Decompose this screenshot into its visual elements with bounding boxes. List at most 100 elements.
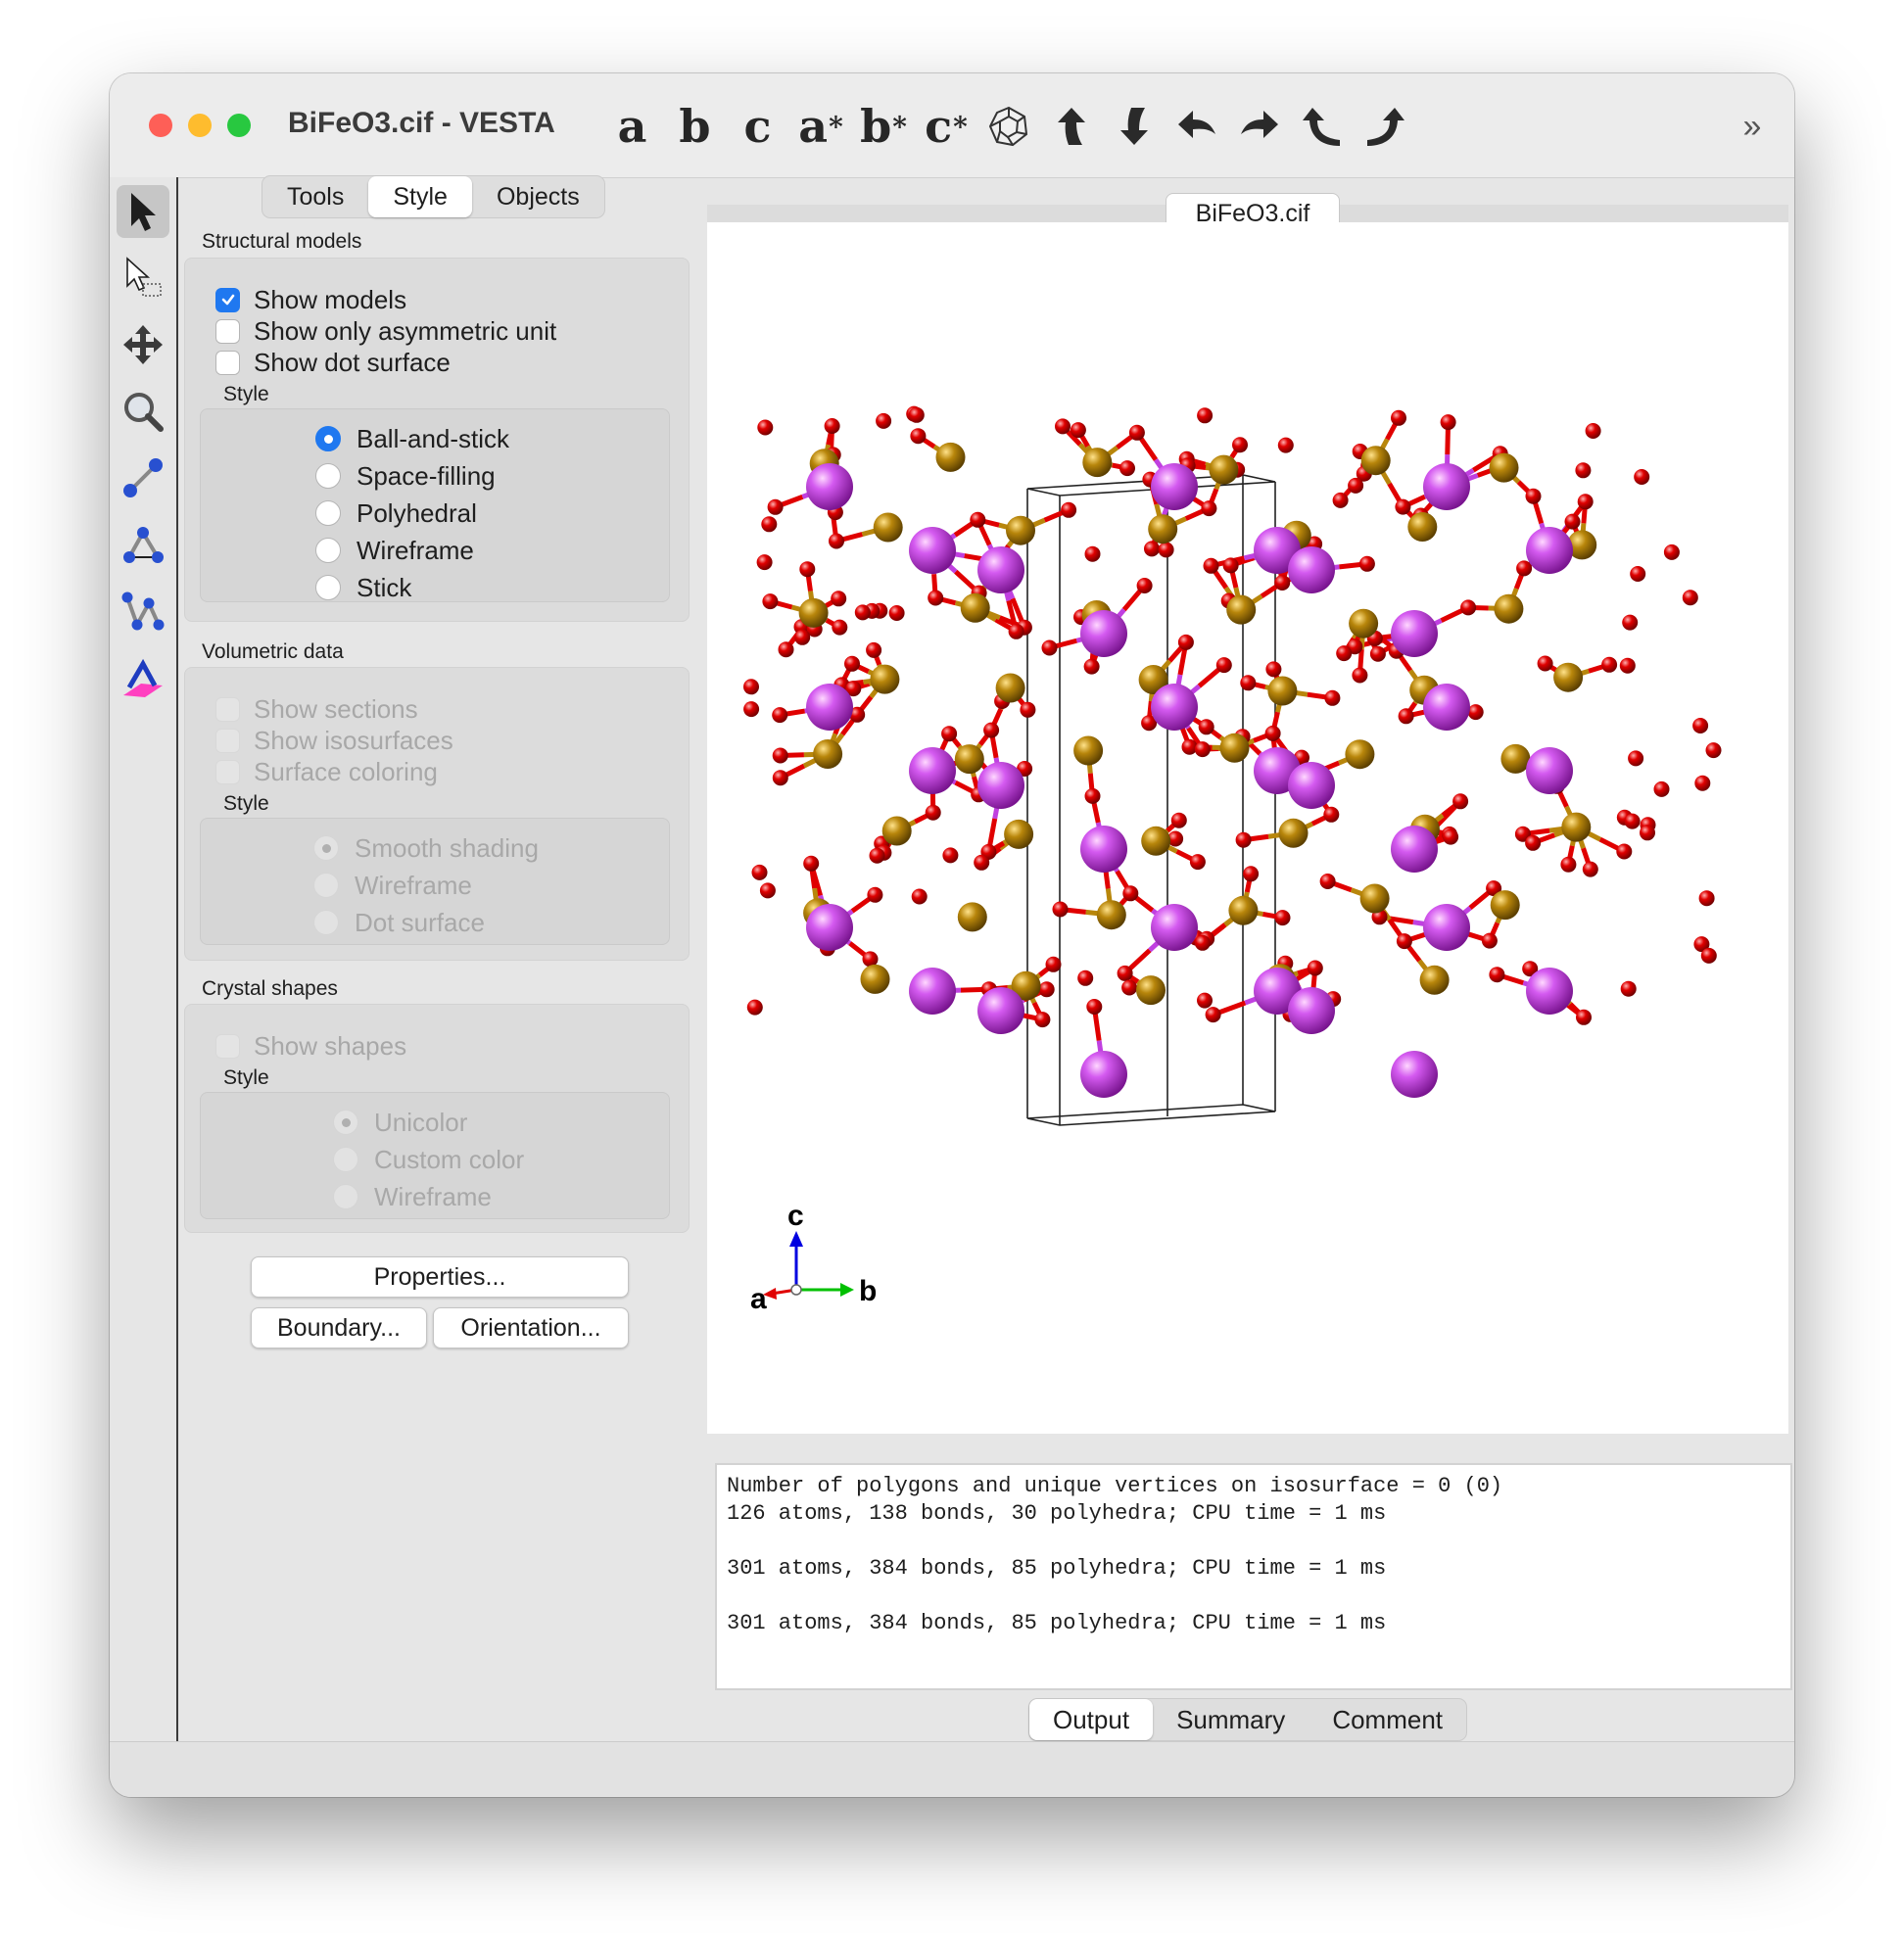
fe-atom[interactable]	[1136, 975, 1166, 1006]
o-atom[interactable]	[1391, 409, 1406, 426]
o-atom[interactable]	[1167, 830, 1184, 847]
bi-atom[interactable]	[977, 987, 1024, 1034]
radio-dot-surface[interactable]: Dot surface	[313, 908, 485, 937]
o-atom[interactable]	[794, 629, 811, 645]
fe-atom[interactable]	[873, 512, 903, 543]
bi-atom[interactable]	[1080, 1051, 1127, 1098]
o-atom[interactable]	[1395, 498, 1411, 515]
o-atom[interactable]	[1630, 566, 1646, 582]
o-atom[interactable]	[1324, 689, 1341, 706]
radio-volumetric-wireframe[interactable]: Wireframe	[313, 871, 472, 900]
o-atom[interactable]	[803, 855, 820, 872]
o-atom[interactable]	[983, 722, 1000, 738]
polyhedron-view-button[interactable]	[977, 97, 1040, 156]
o-atom[interactable]	[1467, 704, 1484, 721]
o-atom[interactable]	[1307, 960, 1323, 976]
o-atom[interactable]	[1194, 741, 1211, 758]
o-atom[interactable]	[1070, 422, 1086, 439]
tab-tools[interactable]: Tools	[287, 183, 345, 211]
radio-stick[interactable]: Stick	[315, 573, 411, 602]
o-atom[interactable]	[1616, 843, 1633, 860]
bi-atom[interactable]	[909, 527, 956, 574]
tab-summary[interactable]: Summary	[1176, 1705, 1286, 1734]
o-atom[interactable]	[1052, 901, 1069, 918]
rotate-left-button[interactable]	[1166, 97, 1228, 156]
fe-atom[interactable]	[813, 739, 843, 769]
o-atom[interactable]	[757, 419, 774, 436]
o-atom[interactable]	[1700, 947, 1717, 964]
rotate-up-button[interactable]	[1040, 97, 1103, 156]
show-asymmetric-unit-checkbox[interactable]: Show only asymmetric unit	[215, 316, 556, 346]
o-atom[interactable]	[1194, 934, 1211, 951]
distance-tool[interactable]	[117, 451, 169, 504]
fe-atom[interactable]	[1006, 515, 1035, 545]
angle-tool[interactable]	[117, 518, 169, 571]
fe-atom[interactable]	[1228, 895, 1259, 925]
bi-atom[interactable]	[1254, 527, 1301, 574]
fe-atom[interactable]	[881, 816, 912, 846]
fe-atom[interactable]	[1226, 594, 1257, 625]
o-atom[interactable]	[1170, 812, 1187, 828]
o-atom[interactable]	[1144, 541, 1160, 557]
fe-atom[interactable]	[1209, 454, 1239, 485]
tab-comment[interactable]: Comment	[1332, 1705, 1444, 1734]
o-atom[interactable]	[1034, 1012, 1051, 1028]
fe-atom[interactable]	[1138, 665, 1168, 694]
select-tool[interactable]	[117, 185, 169, 238]
o-atom[interactable]	[888, 605, 905, 621]
fe-atom[interactable]	[1141, 826, 1171, 856]
o-atom[interactable]	[1369, 645, 1386, 662]
o-atom[interactable]	[1694, 775, 1711, 791]
rubberband-select-tool[interactable]	[117, 252, 169, 305]
o-atom[interactable]	[778, 641, 794, 658]
fe-atom[interactable]	[1278, 818, 1309, 848]
o-atom[interactable]	[854, 604, 871, 621]
o-atom[interactable]	[1319, 874, 1336, 889]
output-console[interactable]: Number of polygons and unique vertices o…	[715, 1463, 1792, 1690]
o-atom[interactable]	[1215, 657, 1232, 674]
bi-atom[interactable]	[1288, 546, 1335, 593]
bi-atom[interactable]	[1151, 463, 1198, 510]
o-atom[interactable]	[743, 701, 760, 718]
o-atom[interactable]	[1264, 725, 1281, 741]
fe-atom[interactable]	[1500, 743, 1531, 774]
fe-atom[interactable]	[1349, 608, 1379, 638]
bi-atom[interactable]	[1254, 968, 1301, 1015]
bi-atom[interactable]	[1423, 904, 1470, 951]
show-dot-surface-checkbox[interactable]: Show dot surface	[215, 348, 451, 377]
o-atom[interactable]	[1041, 639, 1058, 656]
bi-atom[interactable]	[1423, 684, 1470, 731]
o-atom[interactable]	[1265, 661, 1282, 678]
o-atom[interactable]	[1486, 880, 1502, 897]
o-atom[interactable]	[1084, 787, 1101, 804]
bi-atom[interactable]	[806, 684, 853, 731]
bi-atom[interactable]	[977, 546, 1024, 593]
radio-ball-and-stick[interactable]: Ball-and-stick	[315, 424, 509, 453]
rotate-right-button[interactable]	[1228, 97, 1291, 156]
fe-atom[interactable]	[1082, 448, 1113, 478]
radio-custom-color[interactable]: Custom color	[333, 1145, 524, 1174]
bi-atom[interactable]	[1080, 826, 1127, 873]
bi-atom[interactable]	[1526, 527, 1573, 574]
o-atom[interactable]	[910, 428, 927, 445]
fe-atom[interactable]	[1360, 446, 1391, 476]
o-atom[interactable]	[1620, 980, 1637, 997]
o-atom[interactable]	[1560, 856, 1577, 873]
o-atom[interactable]	[1077, 970, 1094, 986]
o-atom[interactable]	[1516, 560, 1533, 577]
o-atom[interactable]	[1084, 545, 1101, 562]
o-atom[interactable]	[1396, 933, 1412, 950]
o-atom[interactable]	[1440, 414, 1456, 431]
view-along-b-button[interactable]: b	[679, 100, 711, 153]
o-atom[interactable]	[1634, 469, 1650, 485]
fe-atom[interactable]	[798, 597, 829, 628]
o-atom[interactable]	[1243, 866, 1260, 882]
bi-atom[interactable]	[1151, 904, 1198, 951]
fe-atom[interactable]	[870, 664, 900, 694]
o-atom[interactable]	[1020, 701, 1036, 718]
fe-atom[interactable]	[1359, 883, 1390, 914]
o-atom[interactable]	[829, 533, 844, 549]
fe-atom[interactable]	[1407, 512, 1438, 542]
fe-atom[interactable]	[860, 964, 890, 994]
o-atom[interactable]	[762, 593, 779, 610]
